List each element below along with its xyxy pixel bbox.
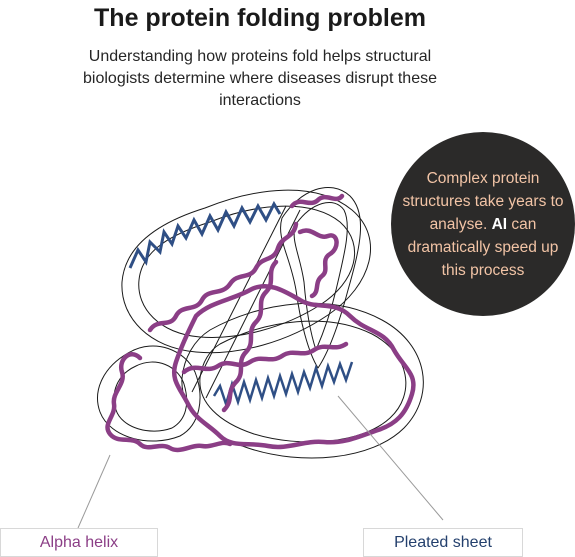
pleated-sheet-bottom bbox=[212, 360, 354, 409]
outline-lower-ring-inner bbox=[199, 320, 407, 443]
pleated-sheet-top bbox=[128, 200, 282, 269]
alpha-helix-pointer bbox=[77, 454, 111, 529]
alpha-helix-label: Alpha helix bbox=[0, 528, 158, 557]
callout-circle: Complex protein structures take years to… bbox=[391, 132, 575, 316]
outline-lower-ring-outer bbox=[181, 302, 424, 459]
alpha-helix-loop bbox=[171, 283, 416, 450]
alpha-helix-left bbox=[105, 352, 233, 453]
outline-diagonal-1 bbox=[191, 205, 287, 393]
callout-text-after: can dramatically speed up this process bbox=[407, 215, 559, 279]
ribbon-outline bbox=[97, 187, 424, 459]
outline-right-loop-inner bbox=[293, 202, 348, 351]
alpha-helix-right-wave bbox=[289, 193, 345, 299]
alpha-helix-strands bbox=[105, 193, 416, 453]
callout-highlight: AI bbox=[491, 215, 508, 233]
callout-text-before: Complex protein structures take years to… bbox=[402, 169, 564, 233]
page-subtitle: Understanding how proteins fold helps st… bbox=[83, 48, 437, 109]
alpha-helix-diagonal bbox=[221, 259, 279, 413]
callout-text: Complex protein structures take years to… bbox=[398, 167, 568, 282]
page-title: The protein folding problem bbox=[94, 4, 426, 32]
outline-right-loop-outer bbox=[280, 187, 361, 369]
alpha-helix-middle bbox=[147, 221, 299, 333]
pleated-sheet-pointer bbox=[337, 395, 444, 521]
alpha-helix-inner-wave bbox=[181, 341, 349, 375]
pleated-sheet-label: Pleated sheet bbox=[363, 528, 523, 557]
outline-big-loop-inner bbox=[138, 205, 356, 338]
